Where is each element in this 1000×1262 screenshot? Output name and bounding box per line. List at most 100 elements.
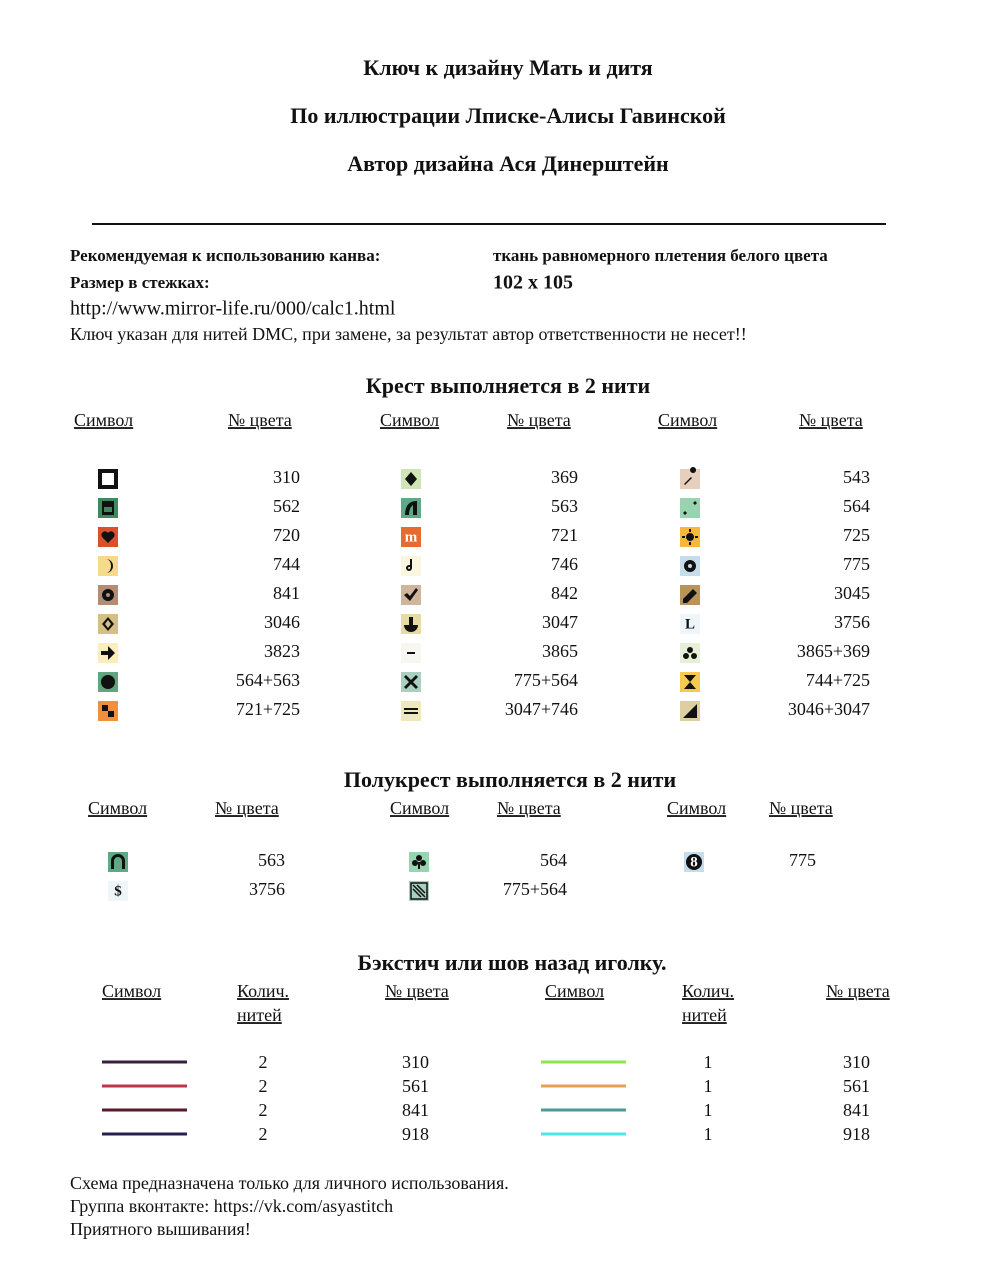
symbol-shape bbox=[406, 559, 412, 571]
symbol-shape bbox=[683, 589, 697, 603]
symbol-shape bbox=[683, 501, 697, 515]
column-header: Колич. bbox=[682, 981, 734, 1001]
symbol-tile bbox=[680, 672, 700, 692]
link: http://www.mirror-life.ru/000/calc1.html bbox=[70, 298, 396, 320]
color-number: 561 bbox=[843, 1076, 870, 1096]
symbol-shape bbox=[101, 646, 115, 660]
symbol-tile bbox=[98, 701, 118, 721]
symbol-glyph: 8 bbox=[690, 854, 698, 870]
color-number: 563 bbox=[551, 496, 578, 516]
thread-count: 2 bbox=[259, 1100, 268, 1120]
color-number: 3865 bbox=[542, 641, 578, 661]
color-number: 3047+746 bbox=[505, 699, 578, 719]
color-number: 775 bbox=[789, 850, 816, 870]
canvas-label: Рекомендуемая к использованию канва: bbox=[70, 246, 380, 265]
symbol-glyph: m bbox=[405, 529, 418, 545]
symbol-glyph: L bbox=[685, 616, 695, 632]
symbol-shape bbox=[405, 501, 417, 515]
color-number: 725 bbox=[843, 525, 870, 545]
color-number: 3756 bbox=[249, 879, 285, 899]
thread-count: 2 bbox=[259, 1124, 268, 1144]
color-number: 564+563 bbox=[236, 670, 300, 690]
title: Ключ к дизайну Мать и дитя bbox=[363, 55, 652, 80]
column-header: № цвета bbox=[826, 981, 890, 1001]
symbol-shape bbox=[684, 675, 696, 689]
section-heading: Бэкстич или шов назад иголку. bbox=[358, 950, 667, 975]
section-heading: Крест выполняется в 2 нити bbox=[366, 373, 651, 398]
symbol-shape bbox=[684, 467, 697, 485]
thread-count: 2 bbox=[259, 1076, 268, 1096]
color-number: 841 bbox=[273, 583, 300, 603]
symbol-shape bbox=[405, 472, 417, 486]
note: Ключ указан для нитей DMC, при замене, з… bbox=[70, 324, 747, 344]
symbol-shape bbox=[682, 529, 698, 545]
color-number: 564 bbox=[843, 496, 870, 516]
color-number: 775+564 bbox=[514, 670, 578, 690]
column-header: Символ bbox=[102, 981, 161, 1001]
color-number: 841 bbox=[843, 1100, 870, 1120]
color-number: 3045 bbox=[834, 583, 870, 603]
column-header: нитей bbox=[237, 1005, 282, 1025]
column-header: нитей bbox=[682, 1005, 727, 1025]
color-number: 310 bbox=[402, 1052, 429, 1072]
footer-line: Приятного вышивания! bbox=[70, 1219, 251, 1239]
color-number: 841 bbox=[402, 1100, 429, 1120]
color-number: 310 bbox=[273, 467, 300, 487]
symbol-shape bbox=[404, 617, 418, 632]
subtitle: По иллюстрации Лписке-Алисы Гавинской bbox=[290, 103, 726, 128]
symbol-tile bbox=[98, 614, 118, 634]
color-number: 918 bbox=[402, 1124, 429, 1144]
symbol-tile bbox=[401, 701, 421, 721]
column-header: № цвета bbox=[769, 798, 833, 818]
column-header: Символ bbox=[390, 798, 449, 818]
color-number: 564 bbox=[540, 850, 567, 870]
column-header: Символ bbox=[545, 981, 604, 1001]
color-number: 562 bbox=[273, 496, 300, 516]
symbol-shape bbox=[683, 704, 697, 718]
color-number: 3046 bbox=[264, 612, 300, 632]
symbol-shape bbox=[404, 588, 418, 601]
color-number: 3756 bbox=[834, 612, 870, 632]
symbol-shape bbox=[404, 708, 418, 714]
column-header: № цвета bbox=[507, 410, 571, 430]
column-header: № цвета bbox=[228, 410, 292, 430]
color-number: 3047 bbox=[542, 612, 578, 632]
symbol-tile bbox=[98, 585, 118, 605]
column-header: № цвета bbox=[215, 798, 279, 818]
symbol-shape bbox=[686, 854, 702, 870]
color-number: 721+725 bbox=[236, 699, 300, 719]
author: Автор дизайна Ася Динерштейн bbox=[347, 151, 669, 176]
symbol-tile bbox=[680, 556, 700, 576]
color-number: 744+725 bbox=[806, 670, 870, 690]
symbol-shape bbox=[407, 652, 415, 654]
thread-count: 2 bbox=[259, 1052, 268, 1072]
color-number: 721 bbox=[551, 525, 578, 545]
symbol-shape bbox=[102, 589, 114, 601]
footer-line: Схема предназначена только для личного и… bbox=[70, 1173, 509, 1193]
symbol-shape bbox=[106, 559, 113, 573]
symbol-shape bbox=[412, 855, 426, 869]
color-number: 3823 bbox=[264, 641, 300, 661]
color-number: 543 bbox=[843, 467, 870, 487]
symbol-tile bbox=[680, 614, 700, 634]
thread-count: 1 bbox=[704, 1076, 713, 1096]
color-number: 842 bbox=[551, 583, 578, 603]
thread-count: 1 bbox=[704, 1124, 713, 1144]
color-number: 310 bbox=[843, 1052, 870, 1072]
symbol-shape bbox=[102, 501, 114, 515]
column-header: Символ bbox=[380, 410, 439, 430]
symbol-tile bbox=[401, 527, 421, 547]
color-number: 775+564 bbox=[503, 879, 567, 899]
column-header: Символ bbox=[658, 410, 717, 430]
symbol-shape bbox=[410, 882, 428, 900]
symbol-tile bbox=[98, 469, 118, 489]
color-number: 3865+369 bbox=[797, 641, 870, 661]
column-header: № цвета bbox=[385, 981, 449, 1001]
color-number: 563 bbox=[258, 850, 285, 870]
color-number: 918 bbox=[843, 1124, 870, 1144]
symbol-tile bbox=[98, 556, 118, 576]
column-header: № цвета bbox=[497, 798, 561, 818]
color-number: 561 bbox=[402, 1076, 429, 1096]
